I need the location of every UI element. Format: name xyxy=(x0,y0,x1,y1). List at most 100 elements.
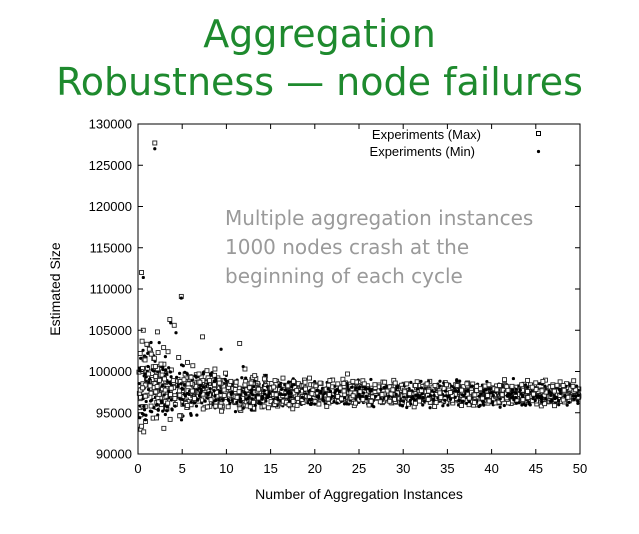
max-point xyxy=(273,392,279,398)
max-point xyxy=(148,351,154,357)
min-point xyxy=(491,393,495,398)
max-point xyxy=(438,395,444,400)
min-point xyxy=(160,384,164,388)
min-point xyxy=(199,391,203,395)
max-point xyxy=(464,381,470,387)
min-point xyxy=(394,392,398,396)
legend-label-max: Experiments (Max) xyxy=(372,127,481,142)
max-point xyxy=(251,399,256,405)
max-point xyxy=(499,392,505,398)
max-point xyxy=(212,372,218,378)
min-point xyxy=(251,393,255,397)
max-point xyxy=(390,387,396,393)
min-point xyxy=(498,405,502,409)
min-point xyxy=(358,385,362,389)
max-point xyxy=(153,374,159,379)
max-point xyxy=(573,387,579,393)
min-point xyxy=(350,385,354,389)
min-point xyxy=(141,348,145,352)
min-point xyxy=(395,385,400,390)
min-point xyxy=(249,408,253,412)
min-point xyxy=(163,355,168,359)
max-point xyxy=(525,389,530,394)
max-point xyxy=(154,329,160,335)
min-point xyxy=(453,389,458,393)
max-point xyxy=(388,391,394,397)
max-point xyxy=(261,376,267,382)
max-point xyxy=(211,382,217,388)
max-point xyxy=(554,382,560,388)
max-point xyxy=(379,392,385,398)
min-point xyxy=(192,401,197,405)
max-point xyxy=(539,388,545,394)
min-point xyxy=(345,402,349,406)
min-point xyxy=(572,397,576,401)
min-point xyxy=(149,340,153,345)
max-point xyxy=(213,403,219,409)
max-point xyxy=(142,357,148,363)
min-point xyxy=(176,384,180,388)
max-point xyxy=(295,395,301,401)
min-point xyxy=(398,403,402,407)
min-point xyxy=(224,379,228,383)
max-point xyxy=(137,351,143,356)
max-point xyxy=(146,346,152,352)
max-point xyxy=(466,395,472,401)
min-point xyxy=(253,403,257,408)
min-point xyxy=(208,372,213,376)
min-point xyxy=(514,401,519,405)
min-point xyxy=(144,399,148,404)
min-point xyxy=(482,388,486,392)
min-point xyxy=(557,403,561,407)
max-point xyxy=(502,377,507,383)
min-point xyxy=(526,385,530,390)
slide-title-line-2: Robustness — node failures xyxy=(56,60,583,104)
min-point xyxy=(453,395,457,399)
min-point xyxy=(354,386,358,390)
min-point xyxy=(511,376,516,381)
min-point xyxy=(164,372,168,376)
min-point xyxy=(337,390,342,394)
max-point xyxy=(158,361,164,367)
max-point xyxy=(341,380,347,386)
min-point xyxy=(418,394,422,398)
min-point xyxy=(491,400,495,404)
max-point xyxy=(157,377,162,383)
min-point xyxy=(479,392,483,396)
min-point xyxy=(185,372,189,376)
min-point xyxy=(265,385,269,389)
max-point xyxy=(200,334,205,340)
min-point xyxy=(571,394,575,398)
max-point xyxy=(570,383,576,389)
min-point xyxy=(537,382,541,386)
max-point xyxy=(444,382,449,388)
min-point xyxy=(212,389,216,393)
max-point xyxy=(290,406,296,412)
max-point xyxy=(494,387,500,393)
min-point xyxy=(567,400,571,404)
max-point xyxy=(424,381,430,387)
legend-label-min: Experiments (Min) xyxy=(370,144,475,159)
min-point xyxy=(535,394,539,398)
min-point xyxy=(410,396,415,400)
max-point xyxy=(148,403,154,409)
min-point xyxy=(142,408,147,412)
min-point xyxy=(146,387,151,392)
min-point xyxy=(243,391,247,395)
min-point xyxy=(142,404,146,409)
max-point xyxy=(540,378,546,384)
min-point xyxy=(175,375,179,379)
min-point xyxy=(189,400,193,404)
y-tick-label: 125000 xyxy=(89,158,132,173)
min-point xyxy=(498,397,502,401)
min-point xyxy=(470,384,475,388)
min-point xyxy=(447,394,451,398)
min-point xyxy=(464,401,469,406)
max-point xyxy=(509,383,515,389)
min-point xyxy=(315,395,320,399)
min-point xyxy=(250,397,254,401)
y-tick-label: 120000 xyxy=(89,199,132,214)
min-point xyxy=(408,398,412,402)
max-point xyxy=(171,322,177,328)
min-point xyxy=(230,398,234,402)
